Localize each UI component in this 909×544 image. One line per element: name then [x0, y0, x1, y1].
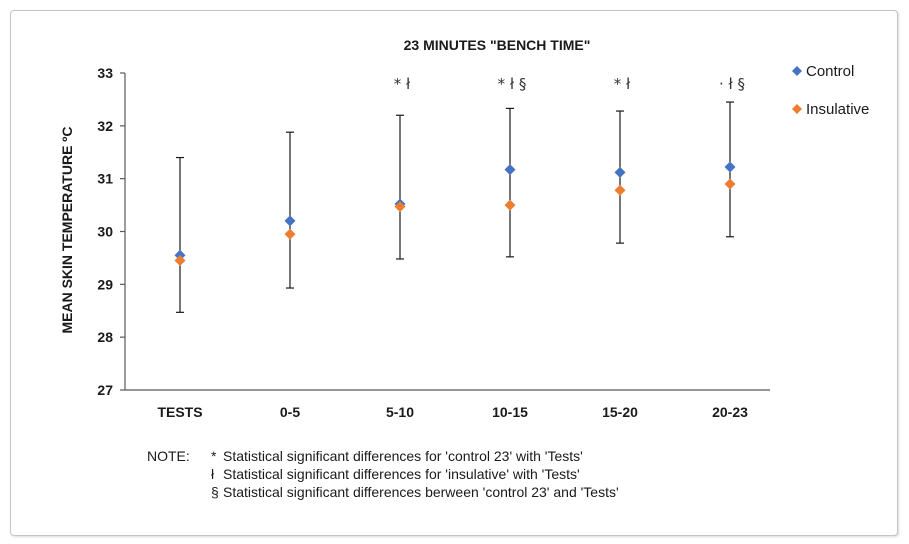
y-tick-label: 31: [97, 171, 113, 187]
notes: NOTE: * Statistical significant differen…: [147, 447, 847, 501]
insulative-point: [504, 199, 516, 211]
note-symbol: ł: [211, 466, 215, 482]
insulative-legend-label: Insulative: [806, 101, 869, 118]
chart-title: 23 MINUTES "BENCH TIME": [404, 37, 591, 53]
note-text: Statistical significant differences berw…: [223, 484, 619, 500]
control-point: [614, 166, 626, 178]
control-legend-marker: [792, 66, 802, 76]
significance-marker: · ł §: [719, 75, 745, 93]
control-point: [724, 161, 736, 173]
x-tick-label: TESTS: [157, 404, 202, 420]
data-points: [174, 161, 736, 267]
chart-frame: [10, 10, 898, 536]
x-ticks: TESTS 0-5 5-10 10-15 15-20 20-23: [157, 404, 748, 420]
y-tick-label: 28: [97, 329, 113, 345]
note-text: Statistical significant differences for …: [223, 448, 583, 464]
control-point: [504, 164, 516, 176]
significance-marker: * ł: [394, 75, 411, 93]
y-tick-label: 30: [97, 224, 113, 240]
insulative-legend-marker: [792, 104, 802, 114]
insulative-point: [614, 184, 626, 196]
significance-marker: * ł: [614, 75, 631, 93]
error-bars: [176, 101, 734, 313]
note-lead: NOTE:: [147, 448, 190, 464]
insulative-point: [284, 228, 296, 240]
x-tick-label: 5-10: [386, 404, 414, 420]
y-tick-label: 27: [97, 382, 113, 398]
insulative-point: [394, 201, 406, 213]
note-text: Statistical significant differences for …: [223, 466, 580, 482]
note-row: ł Statistical significant differences fo…: [147, 465, 847, 483]
insulative-point: [724, 178, 736, 190]
legend: Control Insulative: [792, 63, 869, 118]
x-tick-label: 0-5: [280, 404, 300, 420]
control-legend-label: Control: [806, 63, 854, 80]
x-tick-label: 20-23: [712, 404, 748, 420]
note-symbol: §: [211, 484, 219, 500]
significance-marker: * ł §: [498, 75, 527, 93]
significance-markers: * ł * ł § * ł · ł §: [394, 75, 745, 93]
note-row: § Statistical significant differences be…: [147, 483, 847, 501]
insulative-point: [174, 255, 186, 267]
note-symbol: *: [211, 448, 217, 464]
x-tick-label: 15-20: [602, 404, 638, 420]
y-ticks: 27 28 29 30 31 32 33: [97, 65, 125, 398]
x-tick-label: 10-15: [492, 404, 528, 420]
y-tick-label: 32: [97, 118, 113, 134]
note-row: NOTE: * Statistical significant differen…: [147, 447, 847, 465]
y-tick-label: 33: [97, 65, 113, 81]
y-axis-label: MEAN SKIN TEMPERATURE ºC: [59, 126, 75, 333]
control-point: [284, 215, 296, 227]
y-tick-label: 29: [97, 276, 113, 292]
